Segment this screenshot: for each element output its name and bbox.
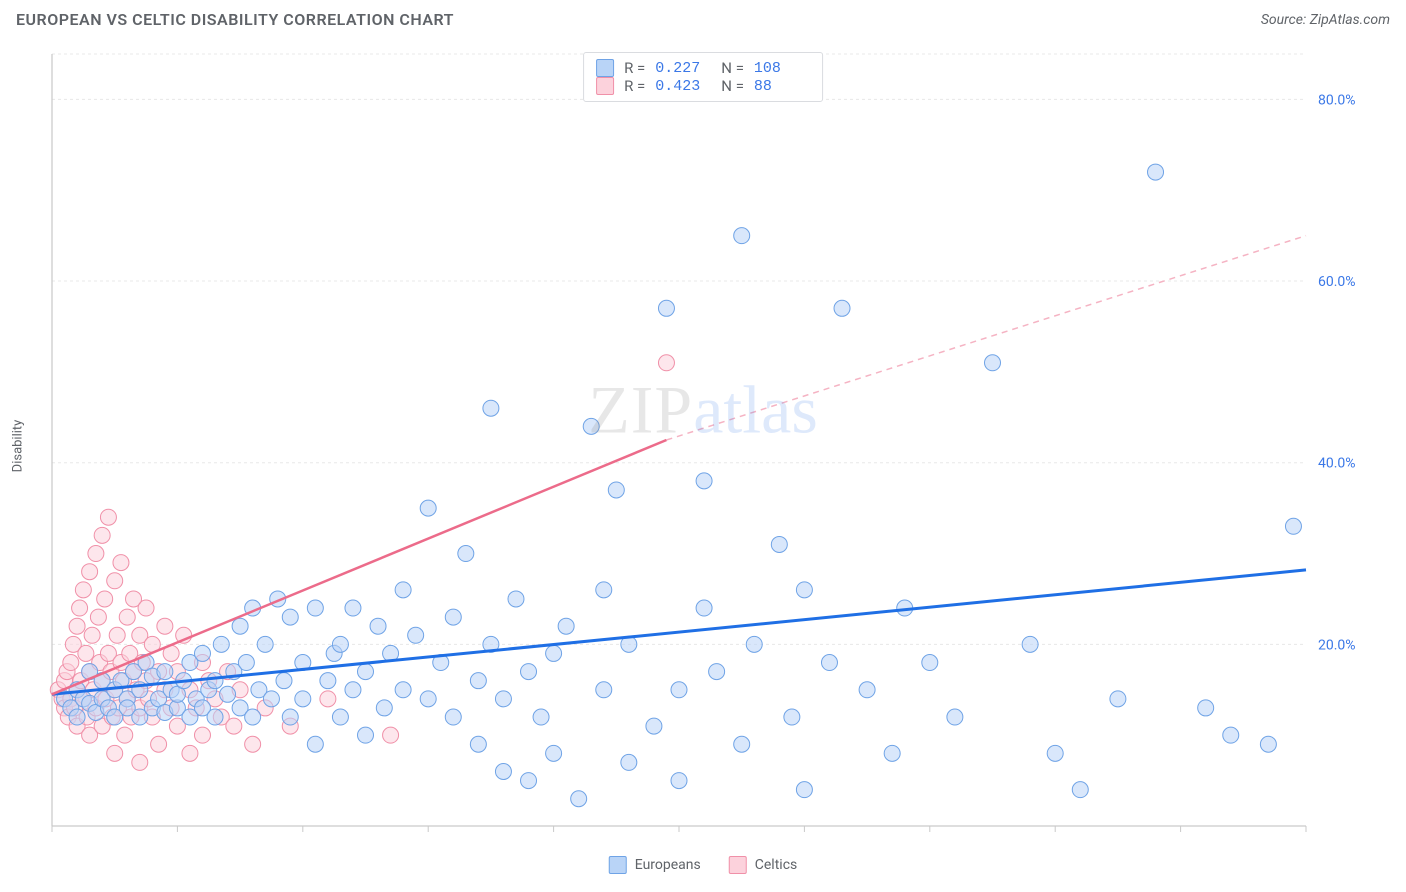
series-legend: Europeans Celtics [609, 856, 798, 874]
chart-area: 20.0% 40.0% 60.0% 80.0% 0.0% 100.0% [48, 48, 1376, 844]
source-attribution: Source: ZipAtlas.com [1261, 12, 1390, 28]
svg-text:40.0%: 40.0% [1318, 456, 1356, 472]
svg-text:100.0%: 100.0% [1261, 842, 1306, 844]
legend-item-celtics: Celtics [729, 856, 797, 874]
n-label: N = [721, 59, 744, 77]
svg-text:20.0%: 20.0% [1318, 637, 1356, 653]
legend-item-europeans: Europeans [609, 856, 701, 874]
y-axis-label: Disability [11, 420, 26, 473]
svg-text:60.0%: 60.0% [1318, 274, 1356, 290]
legend-row-europeans: R = 0.227 N = 108 [596, 59, 810, 77]
legend-label: Celtics [755, 857, 797, 873]
legend-label: Europeans [635, 857, 701, 873]
swatch-icon [596, 59, 614, 77]
svg-text:80.0%: 80.0% [1318, 92, 1356, 108]
swatch-icon [609, 856, 627, 874]
legend-row-celtics: R = 0.423 N = 88 [596, 77, 810, 95]
r-label: R = [624, 59, 645, 77]
correlation-legend: R = 0.227 N = 108 R = 0.423 N = 88 [583, 52, 823, 102]
n-label: N = [721, 77, 744, 95]
r-label: R = [624, 77, 645, 95]
swatch-icon [596, 77, 614, 95]
r-value: 0.227 [655, 60, 711, 77]
n-value: 88 [754, 78, 810, 95]
swatch-icon [729, 856, 747, 874]
scatter-chart: 20.0% 40.0% 60.0% 80.0% 0.0% 100.0% [48, 48, 1376, 844]
svg-text:0.0%: 0.0% [52, 842, 82, 844]
r-value: 0.423 [655, 78, 711, 95]
n-value: 108 [754, 60, 810, 77]
chart-title: EUROPEAN VS CELTIC DISABILITY CORRELATIO… [16, 10, 454, 29]
